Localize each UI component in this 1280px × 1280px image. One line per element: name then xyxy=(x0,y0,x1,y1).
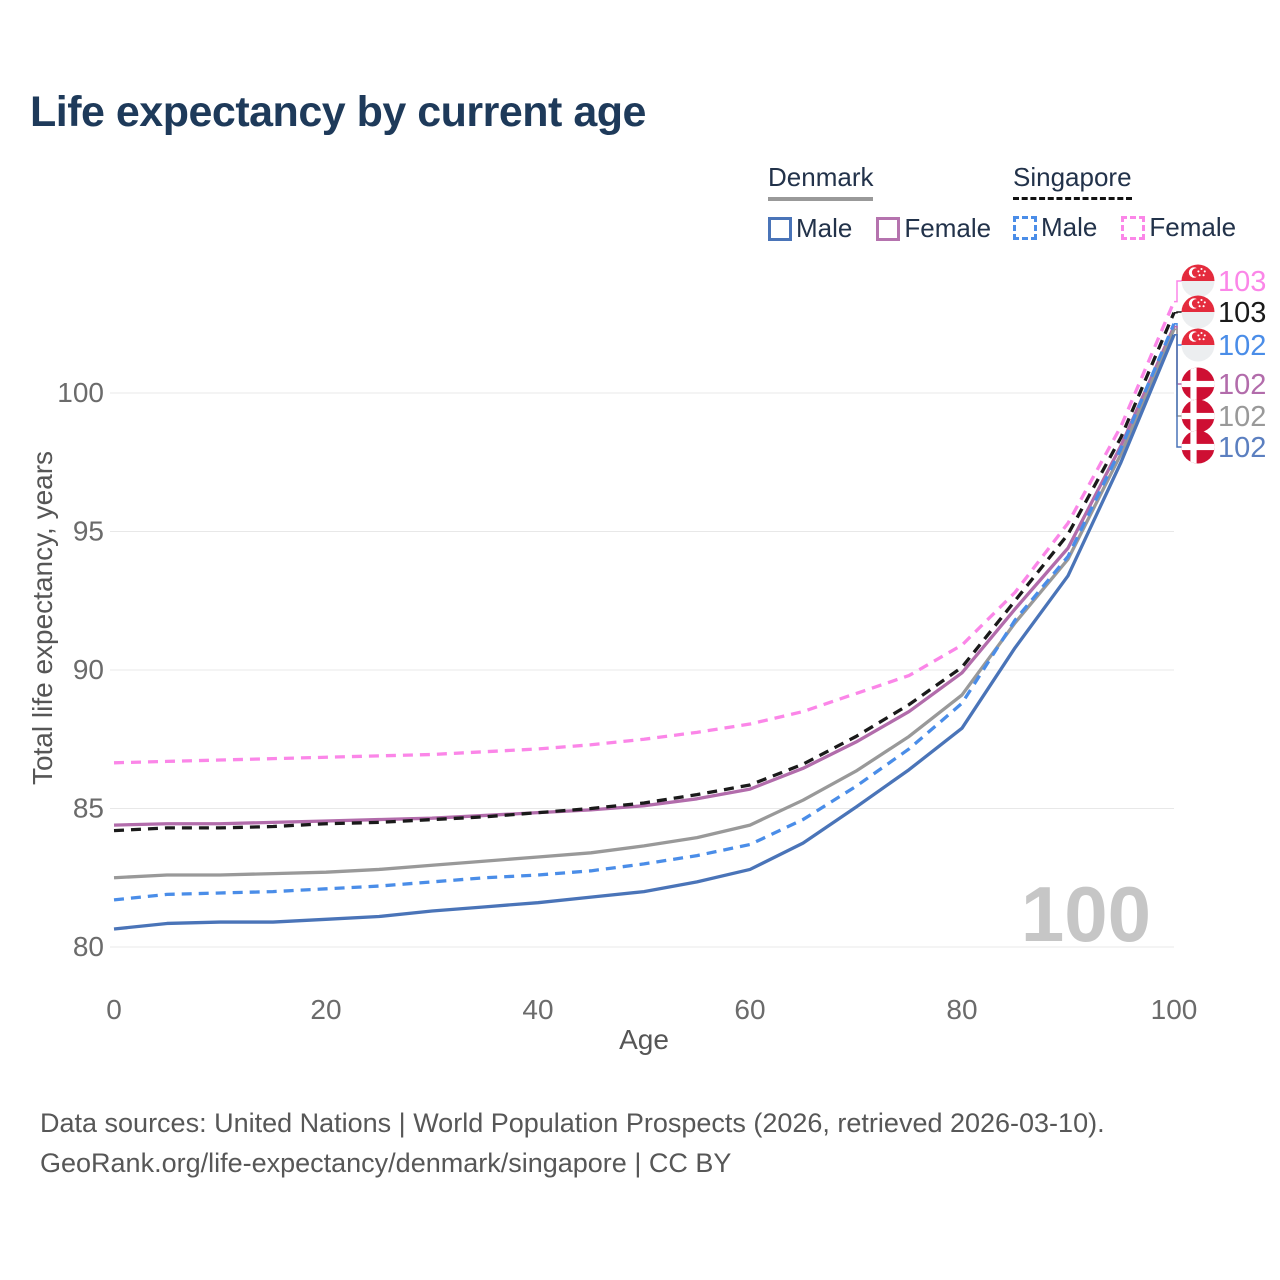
legend-label-singapore-male: Male xyxy=(1041,212,1098,242)
denmark-male-swatch-icon xyxy=(768,216,792,241)
legend-item-singapore-female[interactable]: Female xyxy=(1121,212,1236,243)
end-label-leader-denmark-both xyxy=(1174,328,1182,417)
denmark-female-swatch-icon xyxy=(876,216,901,241)
y-tick-label-80: 80 xyxy=(73,931,104,962)
series-line-singapore-female[interactable] xyxy=(113,300,1176,765)
x-tick-label-80: 80 xyxy=(946,994,977,1025)
y-tick-label-90: 90 xyxy=(73,654,104,685)
footer-attribution: GeoRank.org/life-expectancy/denmark/sing… xyxy=(40,1148,732,1178)
series-line-denmark-both[interactable] xyxy=(113,328,1176,880)
legend-country-denmark: Denmark xyxy=(768,162,874,201)
legend-country-label-singapore: Singapore xyxy=(1013,162,1132,192)
x-tick-label-100: 100 xyxy=(1151,994,1198,1025)
end-label-leader-singapore-female xyxy=(1174,280,1182,303)
legend-country-singapore: Singapore xyxy=(1013,162,1132,200)
denmark-flag-icon xyxy=(1181,367,1215,401)
denmark-flag-icon xyxy=(1181,430,1215,464)
series-line-denmark-male[interactable] xyxy=(113,334,1176,931)
legend-item-denmark-female[interactable]: Female xyxy=(876,213,991,244)
end-value-singapore-female: 103 xyxy=(1218,266,1266,298)
series-line-singapore-male[interactable] xyxy=(113,323,1176,902)
singapore-flag-icon xyxy=(1181,328,1215,362)
legend-label-denmark-male: Male xyxy=(796,213,853,243)
end-value-denmark-both: 102 xyxy=(1218,401,1266,433)
series-line-singapore-both[interactable] xyxy=(113,312,1176,833)
end-label-leader-singapore-both xyxy=(1174,311,1182,314)
legend-country-label-denmark: Denmark xyxy=(768,162,874,192)
y-axis-title: Total life expectancy, years xyxy=(27,451,58,785)
singapore-flag-icon xyxy=(1181,295,1215,329)
end-value-singapore-male: 102 xyxy=(1218,330,1266,362)
y-tick-label-85: 85 xyxy=(73,793,104,824)
end-value-denmark-female: 102 xyxy=(1218,369,1266,401)
legend-item-denmark-male[interactable]: Male xyxy=(768,213,852,244)
x-tick-label-60: 60 xyxy=(734,994,765,1025)
x-axis-title: Age xyxy=(619,1024,669,1055)
singapore-flag-icon xyxy=(1181,264,1215,298)
singapore-dashed-line-swatch xyxy=(1013,197,1132,200)
legend-label-denmark-female: Female xyxy=(904,213,992,243)
legend-group-denmark: Denmark Male Female xyxy=(768,162,1015,244)
chart-footer: Data sources: United Nations | World Pop… xyxy=(40,1103,1105,1183)
age-watermark: 100 xyxy=(1021,870,1151,958)
legend-label-singapore-female: Female xyxy=(1149,212,1237,242)
denmark-flag-icon xyxy=(1181,399,1215,433)
end-label-leader-denmark-male xyxy=(1174,334,1182,448)
denmark-solid-line-swatch xyxy=(768,197,874,201)
x-tick-label-40: 40 xyxy=(522,994,553,1025)
y-tick-label-100: 100 xyxy=(57,377,104,408)
x-tick-label-0: 0 xyxy=(106,994,122,1025)
legend-group-singapore: Singapore Male Female xyxy=(1013,162,1260,243)
end-value-singapore-both: 103 xyxy=(1218,297,1266,329)
singapore-female-swatch-icon xyxy=(1121,215,1146,240)
x-tick-label-20: 20 xyxy=(310,994,341,1025)
series-line-denmark-female[interactable] xyxy=(113,325,1176,827)
end-value-denmark-male: 102 xyxy=(1218,432,1266,464)
page-title: Life expectancy by current age xyxy=(30,88,646,136)
y-tick-label-95: 95 xyxy=(73,516,104,547)
footer-data-sources: Data sources: United Nations | World Pop… xyxy=(40,1108,1105,1138)
legend-item-singapore-male[interactable]: Male xyxy=(1013,212,1097,243)
legend-items-singapore: Male Female xyxy=(1013,212,1260,243)
legend-items-denmark: Male Female xyxy=(768,213,1015,244)
singapore-male-swatch-icon xyxy=(1013,215,1037,240)
